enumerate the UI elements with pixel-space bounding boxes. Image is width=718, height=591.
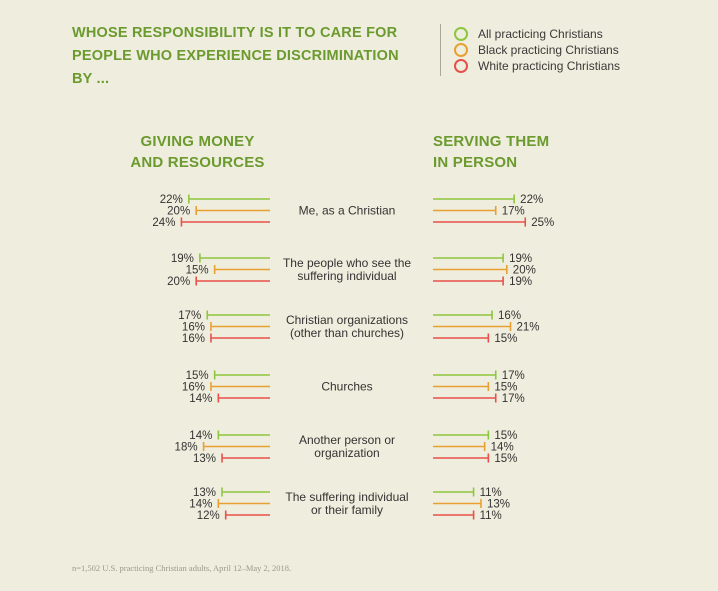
category-label: The suffering individual — [285, 490, 408, 504]
right-value-label-white: 19% — [509, 276, 532, 288]
left-value-label-white: 13% — [193, 453, 216, 465]
category-label: suffering individual — [297, 269, 396, 283]
left-value-label-white: 24% — [152, 217, 175, 229]
legend-label-all: All practicing Christians — [478, 27, 603, 41]
left-value-label-black: 20% — [167, 206, 190, 218]
left-value-label-white: 16% — [182, 333, 205, 345]
right-value-label-white: 15% — [494, 333, 517, 345]
right-value-label-black: 14% — [491, 442, 514, 454]
left-panel-heading: GIVING MONEY AND RESOURCES — [130, 133, 265, 171]
right-value-label-all: 19% — [509, 253, 532, 265]
category-label: Christian organizations — [286, 313, 408, 327]
left-value-label-all: 19% — [171, 253, 194, 265]
chart-title: WHOSE RESPONSIBILITY IS IT TO CARE FOR P… — [72, 25, 399, 87]
legend-divider — [440, 24, 441, 76]
left-value-label-black: 18% — [175, 442, 198, 454]
legend-item-all: All practicing Christians — [454, 26, 603, 42]
category-label: (other than churches) — [290, 326, 404, 340]
footnote: n=1,502 U.S. practicing Christian adults… — [72, 563, 292, 573]
right-value-label-black: 17% — [502, 206, 525, 218]
legend-swatch-white-icon — [454, 59, 468, 73]
category-label: or their family — [311, 503, 383, 517]
right-value-label-white: 15% — [494, 453, 517, 465]
legend-label-white: White practicing Christians — [478, 59, 621, 73]
left-value-label-all: 22% — [160, 194, 183, 206]
right-value-label-black: 20% — [513, 265, 536, 277]
left-value-label-all: 15% — [186, 370, 209, 382]
right-value-label-all: 22% — [520, 194, 543, 206]
left-value-label-white: 20% — [167, 276, 190, 288]
right-value-label-white: 25% — [531, 217, 554, 229]
category-label: Me, as a Christian — [299, 204, 396, 218]
right-value-label-black: 13% — [487, 499, 510, 511]
left-value-label-white: 12% — [197, 510, 220, 522]
right-value-label-all: 11% — [480, 487, 502, 499]
left-value-label-black: 16% — [182, 322, 205, 334]
left-value-label-black: 16% — [182, 382, 205, 394]
legend-item-white: White practicing Christians — [454, 58, 620, 74]
category-label: organization — [314, 446, 379, 460]
legend-label-black: Black practicing Christians — [478, 43, 619, 57]
right-value-label-all: 16% — [498, 310, 521, 322]
right-value-label-all: 15% — [494, 430, 517, 442]
legend-item-black: Black practicing Christians — [454, 42, 619, 58]
left-value-label-white: 14% — [189, 393, 212, 405]
legend-swatch-all-icon — [454, 27, 468, 41]
right-value-label-white: 11% — [480, 510, 502, 522]
right-value-label-black: 15% — [494, 382, 517, 394]
category-label: The people who see the — [283, 256, 411, 270]
left-value-label-all: 14% — [189, 430, 212, 442]
left-value-label-black: 15% — [186, 265, 209, 277]
legend-swatch-black-icon — [454, 43, 468, 57]
category-label: Churches — [321, 380, 372, 394]
right-panel-heading: SERVING THEM IN PERSON — [433, 133, 550, 171]
right-value-label-white: 17% — [502, 393, 525, 405]
left-value-label-all: 17% — [178, 310, 201, 322]
right-value-label-black: 21% — [516, 322, 539, 334]
left-value-label-black: 14% — [189, 499, 212, 511]
left-value-label-all: 13% — [193, 487, 216, 499]
category-label: Another person or — [299, 433, 395, 447]
right-value-label-all: 17% — [502, 370, 525, 382]
